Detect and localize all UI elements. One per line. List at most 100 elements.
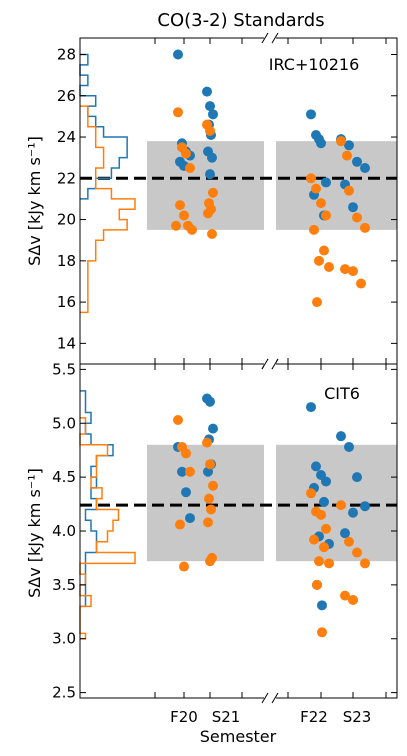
data-point	[185, 162, 195, 173]
data-point	[205, 169, 215, 180]
data-point	[360, 222, 370, 233]
data-point	[336, 431, 346, 442]
data-point	[344, 185, 354, 196]
y-tick-label: 5.0	[52, 414, 76, 432]
data-point	[173, 49, 183, 60]
y-tick-label: 16	[57, 293, 76, 311]
x-tick-labels: F20 S21 F22 S23	[170, 708, 371, 726]
x-tick-label: S21	[212, 708, 241, 726]
panel-annotation: CIT6	[324, 384, 360, 403]
data-point	[316, 198, 326, 209]
y-tick-label: 18	[57, 252, 76, 270]
data-point	[306, 488, 316, 499]
data-point	[336, 136, 346, 147]
data-point	[203, 466, 213, 477]
histogram	[79, 53, 136, 314]
data-point	[314, 134, 324, 145]
data-point	[312, 579, 322, 590]
data-point	[306, 173, 316, 184]
data-point	[207, 229, 217, 240]
data-point	[340, 264, 350, 275]
data-point	[348, 507, 358, 518]
data-point	[356, 278, 366, 289]
data-point	[208, 187, 218, 198]
data-point	[324, 558, 334, 569]
data-point	[173, 107, 183, 118]
axis-break-mark	[271, 692, 279, 704]
data-point	[181, 148, 191, 159]
data-point	[208, 423, 218, 434]
panel-annotation: IRC+10216	[269, 55, 360, 74]
data-point	[187, 224, 197, 235]
x-ticks	[154, 358, 387, 704]
data-point	[181, 448, 191, 459]
data-point	[321, 210, 331, 221]
data-point	[319, 245, 329, 256]
std-band	[147, 444, 397, 562]
y-tick-label: 22	[57, 169, 76, 187]
data-point	[321, 177, 331, 188]
data-point	[202, 86, 212, 97]
axis-break-gap	[264, 694, 276, 702]
data-point	[340, 528, 350, 539]
histogram	[79, 390, 136, 640]
data-point	[205, 556, 215, 567]
y-ticks: 2.5 3.0 3.5 4.0 4.5 5.0 5.5	[52, 360, 397, 702]
data-point	[348, 266, 358, 277]
data-point	[203, 517, 213, 528]
histogram-step	[79, 417, 136, 640]
x-tick-label: F20	[170, 708, 198, 726]
data-point	[314, 255, 324, 266]
y-tick-label: 14	[57, 334, 76, 352]
data-point	[340, 590, 350, 601]
y-axis-label: SΔv [kJy km s⁻¹]	[25, 468, 44, 598]
x-axis-label: Semester	[200, 727, 277, 746]
data-point	[171, 220, 181, 231]
data-point	[352, 472, 362, 483]
data-point	[185, 513, 195, 524]
y-tick-label: 26	[57, 87, 76, 105]
y-tick-label: 2.5	[52, 684, 76, 702]
axis-break-mark	[271, 32, 279, 44]
axis-break-mark	[261, 692, 269, 704]
data-point	[208, 109, 218, 120]
data-point	[207, 152, 217, 163]
data-point	[202, 437, 212, 448]
data-point	[311, 461, 321, 472]
data-point	[205, 459, 215, 470]
axis-break-gap	[264, 360, 276, 368]
data-point	[317, 600, 327, 611]
axis-break-mark	[271, 358, 279, 370]
y-tick-label: 3.0	[52, 630, 76, 648]
std-band-segment	[276, 141, 397, 230]
data-point	[321, 523, 331, 534]
data-point	[179, 561, 189, 572]
data-point	[179, 210, 189, 221]
data-point	[175, 200, 185, 211]
y-tick-label: 20	[57, 211, 76, 229]
data-point	[205, 101, 215, 112]
y-ticks: 14 16 18 20 22 24 26 28	[57, 46, 397, 352]
axis-break-mark	[261, 358, 269, 370]
data-point	[206, 504, 216, 515]
data-point	[352, 547, 362, 558]
data-point	[309, 224, 319, 235]
data-point	[306, 109, 316, 120]
data-point	[344, 140, 354, 151]
y-axis-label: SΔv [kJy km s⁻¹]	[25, 136, 44, 266]
data-point	[204, 493, 214, 504]
bottom-panel: 2.5 3.0 3.5 4.0 4.5 5.0 5.5 CIT6 SΔv [kJy km s…	[25, 358, 398, 704]
axis-break-gap	[264, 34, 276, 42]
data-point	[360, 501, 370, 512]
y-tick-label: 4.5	[52, 468, 76, 486]
top-panel: 14 16 18 20 22 24 26 28 IRC+10216 SΔv [kJy km s…	[25, 32, 398, 370]
y-tick-label: 3.5	[52, 576, 76, 594]
data-point	[314, 556, 324, 567]
std-band	[147, 141, 397, 230]
data-point	[352, 156, 362, 167]
data-point	[348, 202, 358, 213]
data-point	[203, 208, 213, 219]
data-point	[309, 534, 319, 545]
data-point	[360, 162, 370, 173]
